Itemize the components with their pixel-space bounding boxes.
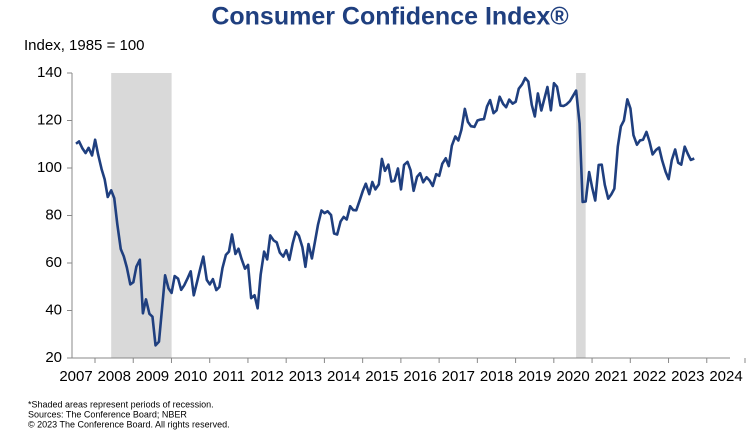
x-tick-label: 2008 bbox=[98, 368, 131, 385]
x-tick-label: 2017 bbox=[442, 368, 475, 385]
y-tick-label: 60 bbox=[45, 254, 62, 271]
x-tick-label: 2010 bbox=[174, 368, 207, 385]
footnote: *Shaded areas represent periods of reces… bbox=[28, 399, 214, 409]
x-tick-label: 2007 bbox=[59, 368, 92, 385]
x-tick-label: 2019 bbox=[518, 368, 551, 385]
x-tick-label: 2022 bbox=[633, 368, 666, 385]
x-tick-label: 2012 bbox=[250, 368, 283, 385]
x-tick-label: 2009 bbox=[136, 368, 169, 385]
y-tick-label: 40 bbox=[45, 301, 62, 318]
recession-band bbox=[576, 73, 586, 358]
y-tick-label: 140 bbox=[37, 64, 62, 81]
footnote: Sources: The Conference Board; NBER bbox=[28, 409, 187, 419]
y-tick-label: 80 bbox=[45, 206, 62, 223]
chart-title: Consumer Confidence Index® bbox=[211, 3, 569, 31]
x-tick-label: 2018 bbox=[480, 368, 513, 385]
x-tick-label: 2014 bbox=[327, 368, 360, 385]
x-tick-label: 2015 bbox=[365, 368, 398, 385]
x-tick-label: 2011 bbox=[213, 368, 245, 385]
y-tick-label: 100 bbox=[37, 159, 62, 176]
x-tick-label: 2023 bbox=[671, 368, 704, 385]
index-line bbox=[75, 76, 695, 347]
y-tick-label: 120 bbox=[37, 111, 62, 128]
x-tick-label: 2016 bbox=[403, 368, 436, 385]
x-tick-label: 2021 bbox=[595, 368, 628, 385]
footnote: © 2023 The Conference Board. All rights … bbox=[28, 419, 230, 429]
y-axis-label: Index, 1985 = 100 bbox=[24, 37, 145, 54]
x-tick-label: 2024 bbox=[709, 368, 742, 385]
x-tick-label: 2013 bbox=[289, 368, 322, 385]
x-tick-label: 2020 bbox=[556, 368, 589, 385]
y-tick-label: 20 bbox=[45, 349, 62, 366]
